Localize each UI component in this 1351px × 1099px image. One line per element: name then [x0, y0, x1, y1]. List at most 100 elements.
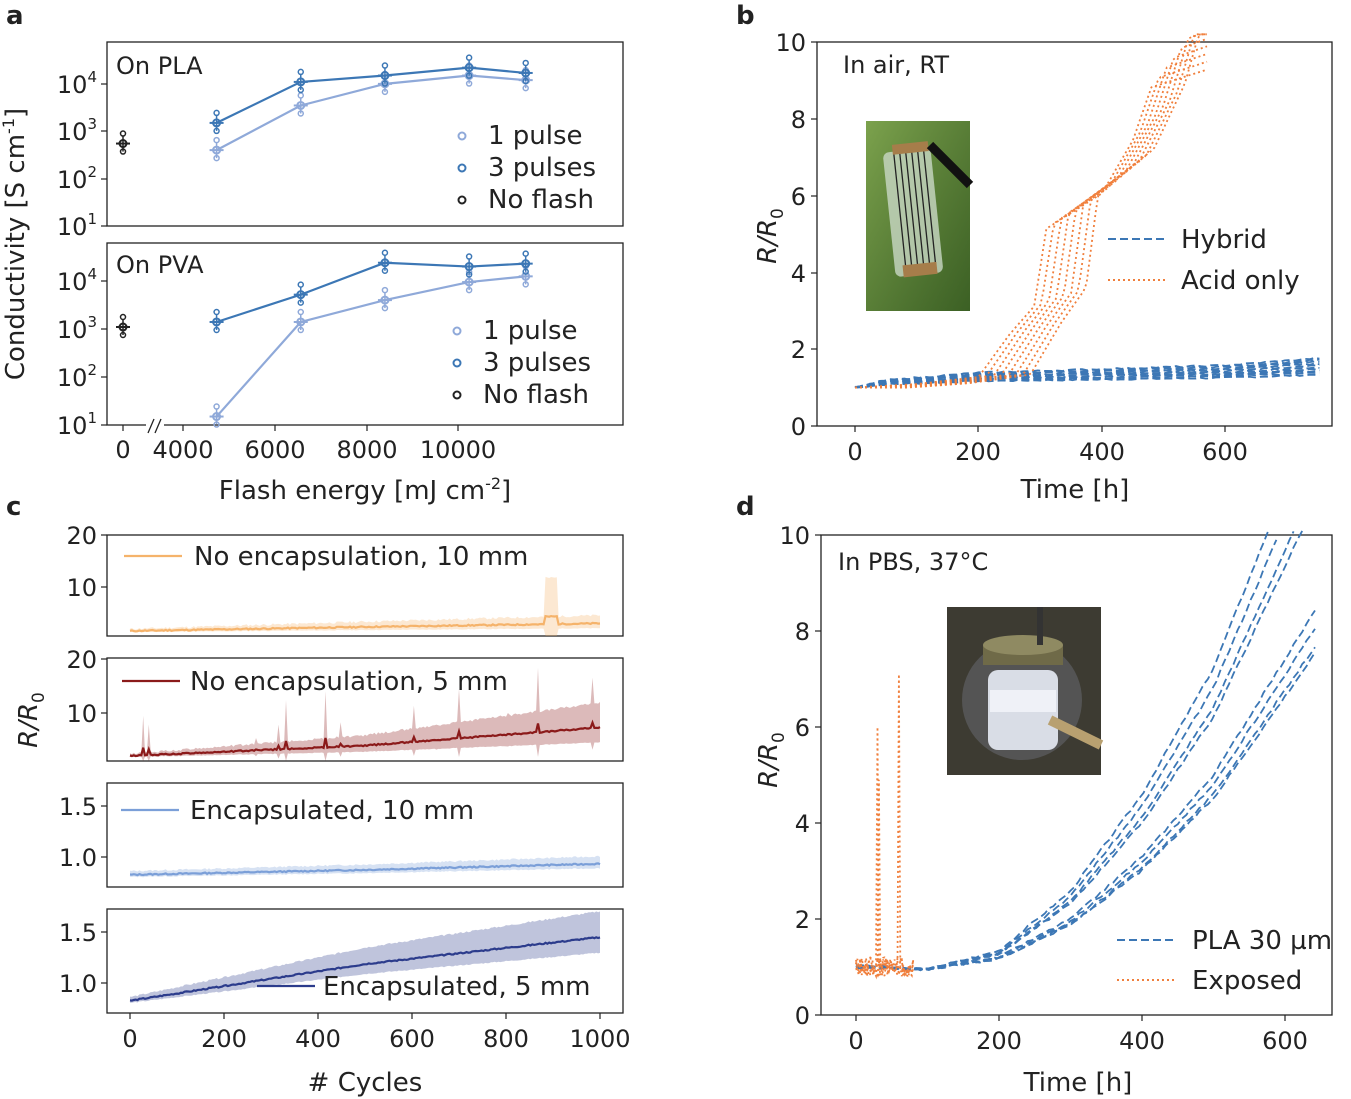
data-point — [522, 77, 529, 85]
legend-b: Hybrid Acid only — [1108, 225, 1300, 296]
x-tick-label: 6000 — [244, 436, 305, 464]
legend-marker-no-flash — [452, 390, 462, 400]
y-axis-d: 0 2 4 6 8 10 — [779, 522, 821, 1030]
legend-c3: Encapsulated, 10 mm — [121, 796, 474, 826]
data-point — [213, 403, 220, 410]
subplot-title: On PLA — [116, 52, 203, 80]
subplot-a-top: On PLA 1 pulse 3 pulses No flash — [116, 52, 596, 215]
y-tick-label: 6 — [791, 183, 806, 211]
plot-frame-c3 — [106, 782, 624, 888]
y-tick-label: 1.0 — [59, 970, 97, 998]
y-tick-label: 103 — [57, 115, 97, 146]
plot-frame-c2 — [106, 657, 624, 762]
axis-break-mark — [147, 418, 155, 434]
data-point — [297, 86, 305, 94]
data-point — [381, 286, 389, 294]
data-point — [464, 262, 474, 272]
data-point — [297, 326, 305, 334]
data-point — [465, 72, 473, 79]
data-point — [296, 317, 306, 327]
data-point — [522, 281, 529, 288]
legend-label: No encapsulation, 10 mm — [194, 542, 528, 572]
data-marks — [855, 530, 1316, 980]
data-point — [521, 259, 531, 269]
axis-break-gap — [146, 421, 164, 429]
data-point — [381, 267, 389, 274]
panel-b: In air, RT Hybrid Acid only — [753, 29, 1333, 505]
exposed-line — [855, 779, 915, 977]
axis-break-mark — [154, 418, 162, 434]
y-tick-label: 2 — [795, 906, 810, 934]
x-axis-label: # Cycles — [308, 1068, 423, 1098]
x-axis-a: 0 4000 6000 8000 10000 Flash energy [mJ … — [115, 418, 511, 506]
data-point — [380, 295, 390, 305]
data-marks — [129, 576, 601, 1003]
panel-a: On PLA 1 pulse 3 pulses No flash On PVA … — [0, 41, 624, 506]
data-point — [212, 118, 222, 128]
data-point — [212, 317, 222, 327]
exposed-line — [855, 674, 915, 978]
legend-label: 1 pulse — [488, 121, 583, 151]
y-tick-label: 20 — [66, 522, 97, 550]
x-tick-label: 0 — [122, 1025, 137, 1053]
data-marks — [116, 54, 533, 162]
legend-label: Exposed — [1192, 966, 1302, 996]
data-point — [381, 249, 389, 256]
legend-label: No encapsulation, 5 mm — [190, 667, 508, 697]
y-axis-label: Conductivity [S cm-1] — [0, 108, 31, 380]
data-point — [381, 88, 389, 96]
series-line — [215, 275, 526, 418]
legend-marker-3-pulses — [452, 358, 462, 368]
pla-line — [855, 652, 1316, 972]
x-tick-label: 200 — [201, 1025, 247, 1053]
data-point — [465, 54, 473, 61]
x-axis-c: 0 200 400 600 800 1000 # Cycles — [122, 1013, 631, 1098]
data-point — [213, 308, 220, 316]
y-tick-label: 1.0 — [59, 844, 97, 872]
data-point — [521, 68, 531, 78]
legend-c4: Encapsulated, 5 mm — [257, 972, 591, 1002]
y-axis-label: R/R0 — [753, 208, 788, 264]
x-tick-label: 4000 — [152, 436, 213, 464]
data-point — [212, 412, 222, 422]
x-tick-label: 200 — [976, 1027, 1022, 1055]
data-point — [465, 271, 473, 278]
plot-frame-d — [820, 534, 1333, 1016]
plot-frame-a-bottom — [106, 242, 624, 426]
legend-label: Acid only — [1181, 266, 1300, 296]
plot-frame-c1 — [106, 534, 624, 637]
y-tick-label: 104 — [57, 265, 97, 296]
y-tick-label: 8 — [795, 618, 810, 646]
y-tick-label: 10 — [775, 29, 806, 57]
series-line — [129, 719, 601, 758]
exposed-line — [855, 956, 915, 980]
x-tick-label: 400 — [1119, 1027, 1165, 1055]
y-tick-label: 0 — [795, 1002, 810, 1030]
legend-label: 1 pulse — [483, 316, 578, 346]
data-point — [380, 258, 390, 268]
data-point — [119, 331, 127, 339]
data-marks — [116, 249, 533, 428]
y-axis-b: 0 2 4 6 8 10 — [775, 29, 817, 441]
data-point — [213, 109, 220, 117]
series-line — [129, 936, 601, 1002]
y-tick-label: 10 — [66, 700, 97, 728]
x-tick-label: 600 — [389, 1025, 435, 1053]
panel-letter-c: c — [6, 492, 21, 522]
subplot-title: On PVA — [116, 251, 204, 279]
y-axis-label: R/R0 — [754, 732, 789, 788]
hybrid-line — [854, 356, 1320, 388]
plot-frame-b — [816, 41, 1333, 427]
x-tick-label: 400 — [295, 1025, 341, 1053]
hybrid-line — [854, 369, 1320, 388]
inset-photo-b — [866, 121, 974, 311]
x-tick-label: 0 — [848, 1027, 863, 1055]
data-point — [380, 71, 390, 81]
y-tick-label: 8 — [791, 106, 806, 134]
y-tick-label: 101 — [57, 210, 97, 241]
x-tick-label: 400 — [1079, 438, 1125, 466]
pla-line — [855, 531, 1269, 972]
y-tick-label: 102 — [57, 163, 97, 194]
x-axis-label: Time [h] — [1020, 475, 1130, 505]
data-point — [465, 286, 473, 294]
